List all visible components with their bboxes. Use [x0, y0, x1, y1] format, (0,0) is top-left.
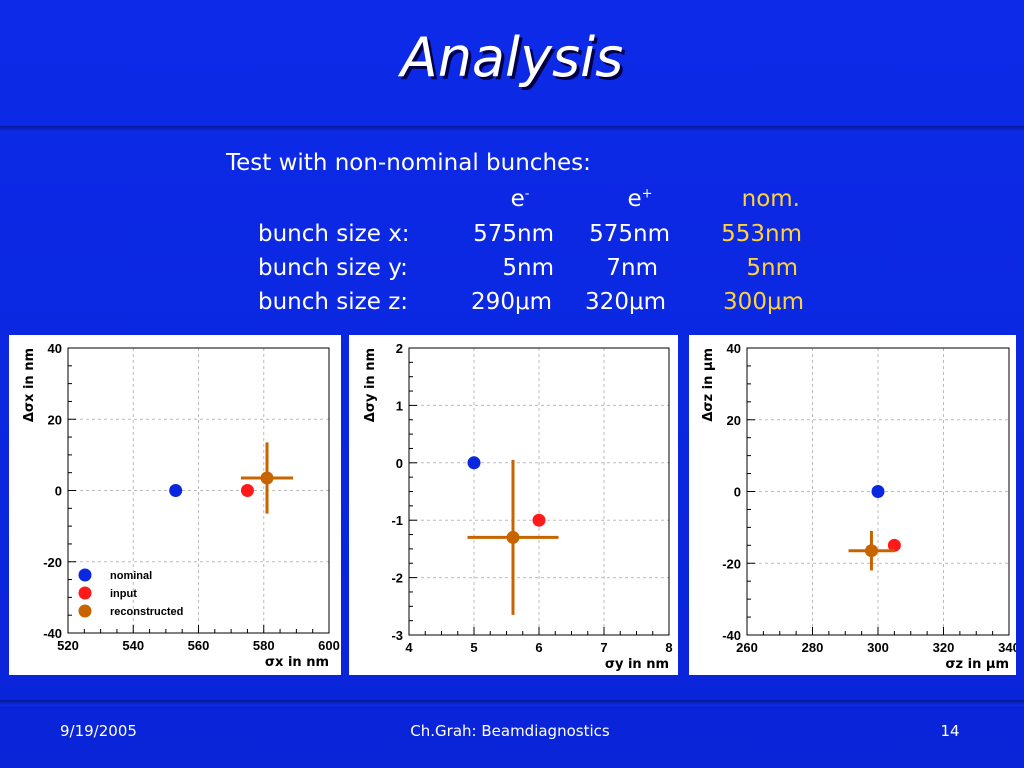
row-y-e-plus: 7nm	[606, 255, 658, 281]
y-tick-label: 40	[727, 341, 741, 356]
y-tick-label: 0	[396, 456, 403, 471]
y-tick-label: -1	[391, 513, 403, 528]
y-axis-title: Δσz in μm	[701, 348, 716, 422]
nominal-point	[467, 456, 481, 470]
intro-text: Test with non-nominal bunches:	[226, 150, 591, 176]
y-tick-label: 2	[396, 341, 403, 356]
x-axis-title: σz in μm	[945, 657, 1009, 672]
footer-date: 9/19/2005	[60, 722, 137, 740]
y-tick-label: 0	[734, 485, 741, 500]
chart-sigma-y: 4 5 6 7 8 -3 -2 -1 0 1 2 σy in nm Δσy in nm	[363, 341, 673, 672]
x-tick-label: 520	[57, 638, 79, 653]
footer-title: Ch.Grah: Beamdiagnostics	[410, 722, 610, 740]
legend-label-reconstructed: reconstructed	[110, 606, 183, 618]
chart-sigma-z: 260 280 300 320 340 -40 -20 0 20 40 σz in μm Δσz in…	[701, 341, 1016, 672]
reconstructed-point	[260, 471, 274, 485]
row-y-nom: 5nm	[746, 255, 798, 281]
y-tick-label: 1	[396, 398, 403, 413]
y-tick-label: 20	[727, 413, 741, 428]
x-tick-label: 300	[867, 640, 889, 655]
x-tick-label: 320	[933, 640, 955, 655]
input-point	[887, 538, 901, 552]
y-tick-label: -2	[391, 571, 403, 586]
input-point	[532, 513, 546, 527]
footer-page-number: 14	[940, 722, 960, 740]
row-z-nom: 300μm	[723, 289, 804, 315]
row-x-e-plus: 575nm	[589, 221, 670, 247]
y-tick-label: 0	[55, 484, 62, 499]
legend-marker-input	[78, 586, 92, 600]
header-e-plus: e+	[627, 186, 653, 212]
y-tick-label: -20	[43, 555, 62, 570]
x-tick-label: 8	[665, 640, 672, 655]
y-tick-label: -40	[43, 626, 62, 641]
x-tick-label: 340	[998, 640, 1016, 655]
x-tick-label: 600	[318, 638, 340, 653]
x-tick-label: 6	[535, 640, 542, 655]
y-tick-label: 20	[48, 412, 62, 427]
x-tick-label: 260	[736, 640, 758, 655]
x-axis-title: σy in nm	[605, 657, 669, 672]
y-tick-label: -3	[391, 628, 403, 643]
y-tick-label: -40	[722, 628, 741, 643]
legend-marker-reconstructed	[78, 604, 92, 618]
bottom-divider	[0, 700, 1024, 706]
y-tick-label: 40	[48, 341, 62, 356]
reconstructed-point	[506, 530, 520, 544]
legend-marker-nominal	[78, 568, 92, 582]
row-y-e-minus: 5nm	[502, 255, 554, 281]
y-axis-title: Δσy in nm	[363, 348, 378, 422]
input-point	[240, 484, 254, 497]
x-tick-label: 5	[470, 640, 477, 655]
reconstructed-point	[864, 544, 878, 558]
row-z-e-plus: 320μm	[585, 289, 666, 315]
header-e-minus: e-	[510, 186, 530, 212]
x-tick-label: 580	[253, 638, 275, 653]
chart-panel-z: 260 280 300 320 340 -40 -20 0 20 40 σz in μm Δσz in…	[689, 335, 1016, 675]
row-x-label: bunch size x:	[258, 221, 410, 247]
header-nom: nom.	[741, 186, 800, 212]
y-axis-title: Δσx in nm	[22, 348, 37, 422]
nominal-point	[169, 484, 183, 497]
row-x-nom: 553nm	[721, 221, 802, 247]
x-tick-label: 540	[122, 638, 144, 653]
x-tick-label: 4	[405, 640, 413, 655]
x-axis-title: σx in nm	[265, 655, 329, 670]
row-x-e-minus: 575nm	[473, 221, 554, 247]
nominal-point	[871, 485, 885, 498]
x-tick-label: 280	[802, 640, 824, 655]
top-divider	[0, 126, 1024, 132]
slide-title: Analysis	[400, 26, 624, 89]
row-z-e-minus: 290μm	[471, 289, 552, 315]
x-tick-label: 7	[600, 640, 607, 655]
legend-label-nominal: nominal	[110, 570, 152, 582]
row-z-label: bunch size z:	[258, 289, 409, 315]
chart-panel-y: 4 5 6 7 8 -3 -2 -1 0 1 2 σy in nm Δσy in nm	[349, 335, 678, 675]
x-tick-label: 560	[188, 638, 210, 653]
chart-panel-x: 520 540 560 580 600 -40 -20 0 20 40 σx in nm Δσx in…	[9, 335, 341, 675]
chart-sigma-x: 520 540 560 580 600 -40 -20 0 20 40 σx in nm Δσx in…	[22, 341, 340, 670]
row-y-label: bunch size y:	[258, 255, 408, 281]
y-tick-label: -20	[722, 556, 741, 571]
legend-label-input: input	[110, 588, 137, 600]
